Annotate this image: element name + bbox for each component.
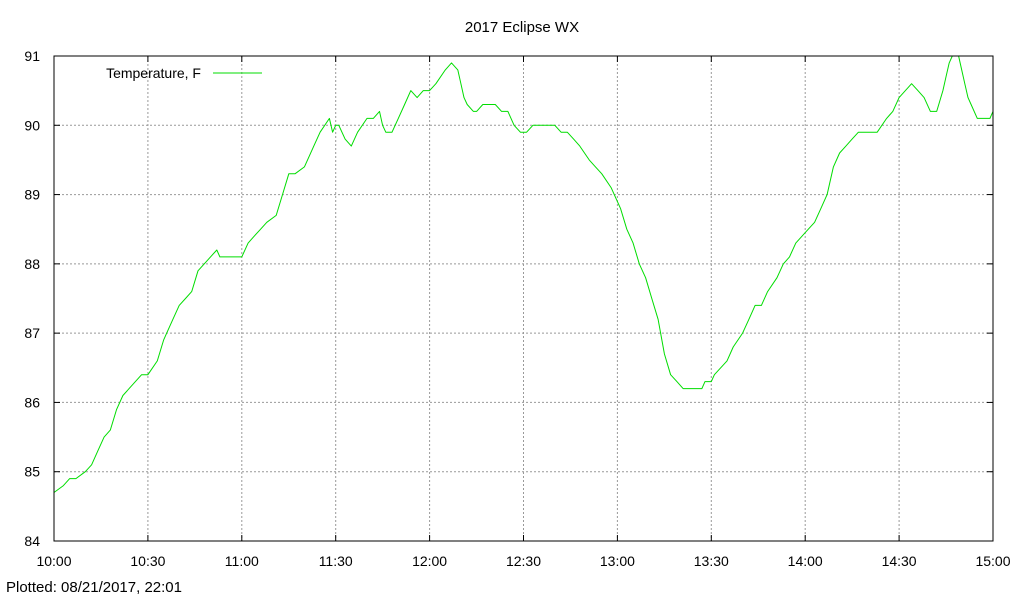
y-tick-label: 85 xyxy=(24,464,40,480)
series-line-temperature xyxy=(53,55,994,493)
grid xyxy=(54,56,993,541)
y-tick-label: 88 xyxy=(24,256,40,272)
x-axis-tick-labels: 10:00 10:30 11:00 11:30 12:00 12:30 13:00 13:30… xyxy=(36,553,1010,569)
chart-title: 2017 Eclipse WX xyxy=(465,19,579,36)
y-tick-label: 86 xyxy=(24,394,40,410)
plotted-label: Plotted: xyxy=(6,579,57,596)
x-tick-label: 10:00 xyxy=(36,553,71,569)
x-tick-label: 10:30 xyxy=(130,553,165,569)
y-axis-tick-labels: 84 85 86 87 88 89 90 91 xyxy=(24,48,40,549)
x-tick-label: 11:30 xyxy=(319,553,353,569)
x-tick-label: 12:00 xyxy=(412,553,447,569)
y-tick-label: 89 xyxy=(24,187,40,203)
x-tick-label: 13:30 xyxy=(694,553,729,569)
y-tick-label: 91 xyxy=(24,48,40,64)
plot-border xyxy=(53,55,994,542)
plotted-timestamp: Plotted: 08/21/2017, 22:01 xyxy=(6,579,182,596)
x-tick-label: 12:30 xyxy=(506,553,541,569)
x-tick-label: 11:00 xyxy=(225,553,259,569)
y-tick-label: 90 xyxy=(24,117,40,133)
y-tick-label: 84 xyxy=(24,533,40,549)
y-tick-label: 87 xyxy=(24,325,40,341)
x-tick-label: 14:00 xyxy=(788,553,823,569)
x-tick-label: 13:00 xyxy=(600,553,635,569)
x-tick-label: 14:30 xyxy=(882,553,917,569)
legend: Temperature, F xyxy=(106,65,262,81)
plotted-value: 08/21/2017, 22:01 xyxy=(61,579,182,596)
x-tick-label: 15:00 xyxy=(975,553,1010,569)
legend-label: Temperature, F xyxy=(106,65,201,81)
